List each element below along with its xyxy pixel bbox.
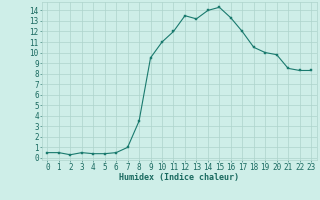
X-axis label: Humidex (Indice chaleur): Humidex (Indice chaleur): [119, 173, 239, 182]
